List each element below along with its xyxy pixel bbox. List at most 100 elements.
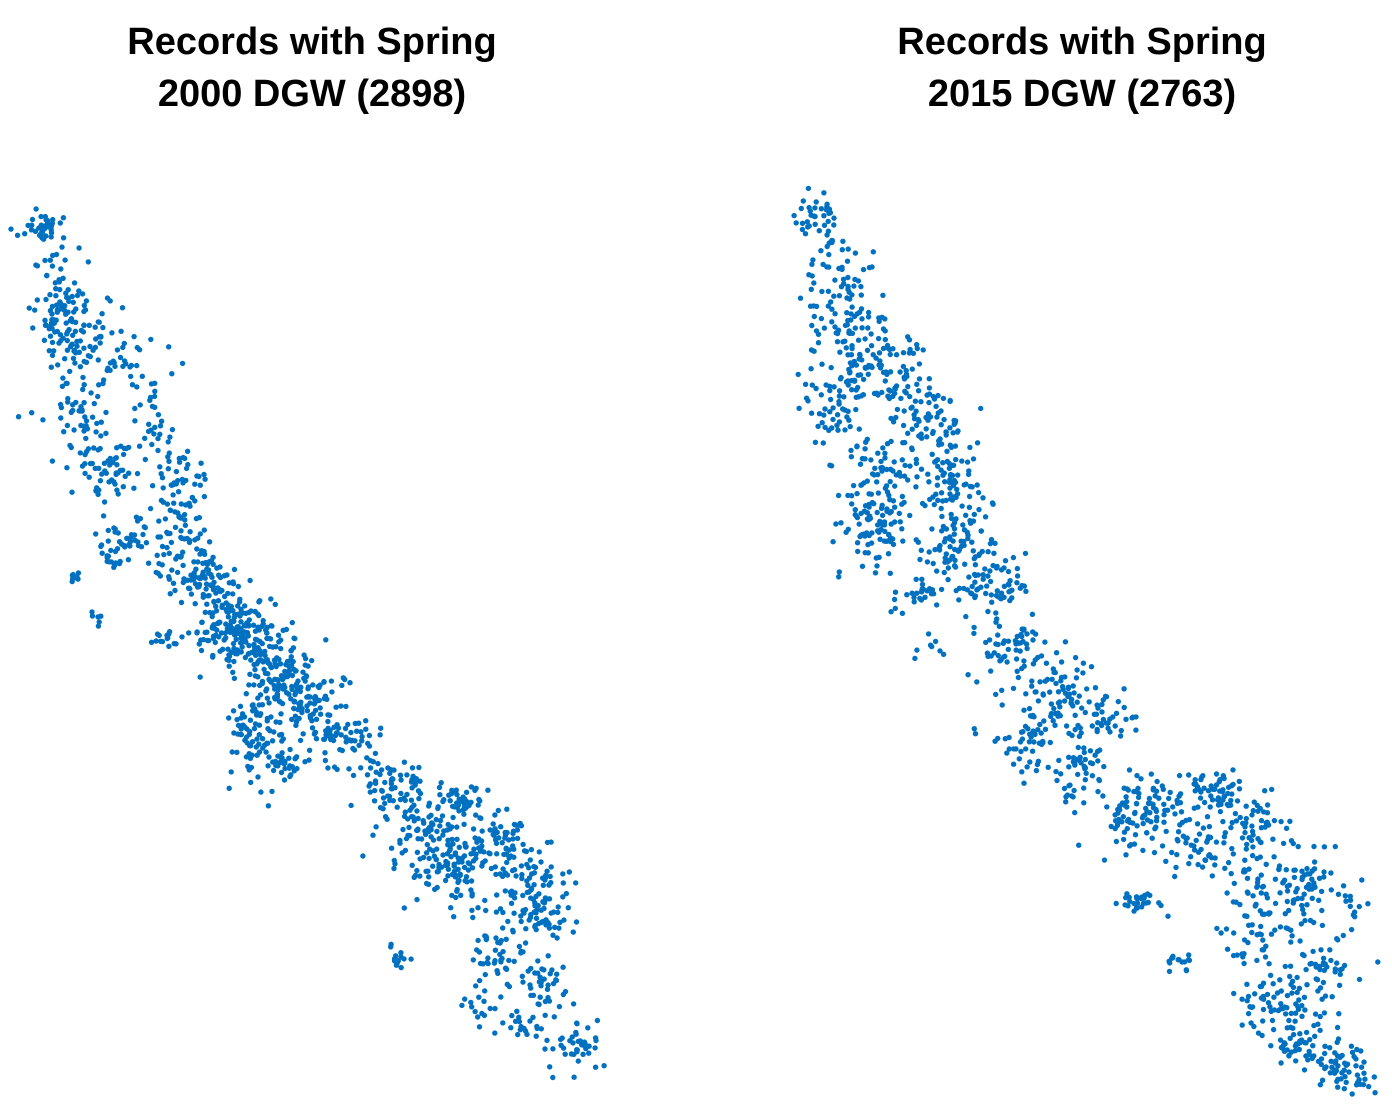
well-record-point	[402, 847, 409, 854]
well-record-point	[909, 446, 915, 453]
well-record-point	[843, 345, 849, 351]
well-record-point	[1163, 858, 1169, 864]
well-record-point	[896, 469, 903, 476]
well-record-point	[562, 988, 569, 995]
well-record-point	[509, 888, 515, 894]
well-record-point	[71, 280, 78, 286]
well-record-point	[869, 264, 875, 270]
well-record-point	[71, 347, 78, 354]
well-record-point	[157, 534, 164, 540]
well-record-point	[121, 542, 127, 549]
well-record-point	[285, 669, 291, 675]
well-record-point	[849, 330, 856, 337]
well-record-point	[290, 658, 296, 665]
well-record-point	[884, 506, 890, 512]
well-record-point	[275, 684, 282, 690]
well-record-point	[791, 212, 797, 219]
well-record-point	[1294, 974, 1300, 981]
well-record-point	[246, 642, 252, 649]
well-record-point	[1371, 1074, 1378, 1080]
well-record-point	[85, 259, 92, 265]
well-record-point	[454, 791, 460, 798]
well-record-point	[882, 450, 888, 456]
well-record-point	[80, 374, 86, 381]
well-record-point	[1274, 990, 1281, 996]
well-record-point	[967, 444, 973, 451]
well-record-point	[211, 579, 217, 585]
well-record-point	[1234, 798, 1241, 804]
well-record-point	[158, 418, 165, 424]
well-record-point	[83, 423, 89, 429]
well-record-point	[1208, 793, 1214, 799]
well-record-point	[835, 492, 842, 499]
well-record-point	[536, 849, 542, 855]
well-record-point	[185, 585, 192, 591]
well-record-point	[445, 866, 452, 872]
well-record-point	[1250, 893, 1256, 899]
well-record-point	[48, 234, 54, 240]
well-record-point	[845, 408, 851, 414]
well-record-point	[201, 527, 207, 533]
well-record-point	[1310, 1043, 1316, 1049]
well-record-point	[1307, 961, 1313, 967]
well-record-point	[451, 863, 457, 869]
well-record-point	[417, 790, 424, 797]
well-record-point	[1253, 901, 1259, 907]
well-record-point	[235, 583, 242, 590]
well-record-point	[298, 684, 304, 690]
well-record-point	[179, 634, 185, 640]
well-record-point	[182, 522, 189, 528]
well-record-point	[944, 559, 951, 565]
well-record-point	[827, 387, 833, 394]
well-record-point	[504, 859, 510, 866]
well-record-point	[934, 414, 940, 420]
well-record-point	[899, 493, 906, 500]
well-record-point	[1313, 976, 1319, 982]
well-record-point	[155, 447, 161, 454]
well-record-point	[1018, 748, 1024, 755]
well-record-point	[1280, 840, 1287, 847]
well-record-point	[1096, 777, 1103, 784]
well-record-point	[1299, 868, 1305, 874]
well-record-point	[812, 221, 818, 227]
well-record-point	[1289, 933, 1295, 939]
well-record-point	[155, 570, 161, 577]
well-record-point	[965, 532, 971, 538]
well-record-point	[1134, 823, 1140, 829]
well-record-point	[1272, 876, 1279, 882]
well-record-point	[82, 451, 88, 458]
well-record-point	[291, 666, 297, 673]
well-record-point	[289, 619, 295, 626]
well-record-point	[1229, 845, 1235, 852]
well-record-point	[1287, 963, 1294, 969]
well-record-point	[391, 767, 397, 773]
well-record-point	[1337, 1054, 1343, 1061]
well-record-point	[171, 481, 177, 488]
well-record-point	[275, 753, 281, 759]
well-record-point	[462, 805, 469, 811]
well-record-point	[979, 548, 985, 555]
well-record-point	[519, 973, 525, 979]
well-record-point	[260, 659, 266, 665]
well-record-point	[468, 999, 474, 1006]
well-record-point	[998, 590, 1005, 596]
well-record-point	[172, 587, 178, 594]
well-record-point	[481, 1012, 488, 1019]
well-record-point	[1209, 873, 1216, 879]
well-record-point	[1280, 880, 1286, 886]
well-record-point	[430, 863, 436, 869]
well-record-point	[1029, 678, 1035, 684]
well-record-point	[134, 384, 140, 390]
well-record-point	[853, 406, 859, 413]
well-record-point	[431, 853, 438, 859]
well-record-point	[1228, 870, 1234, 877]
well-record-point	[493, 909, 500, 915]
well-record-point	[565, 905, 571, 911]
well-record-point	[806, 272, 812, 278]
well-record-point	[95, 357, 102, 363]
well-record-point	[366, 732, 373, 739]
well-record-point	[401, 905, 407, 911]
well-record-point	[932, 546, 938, 553]
well-record-point	[81, 382, 87, 388]
well-record-point	[930, 560, 936, 567]
